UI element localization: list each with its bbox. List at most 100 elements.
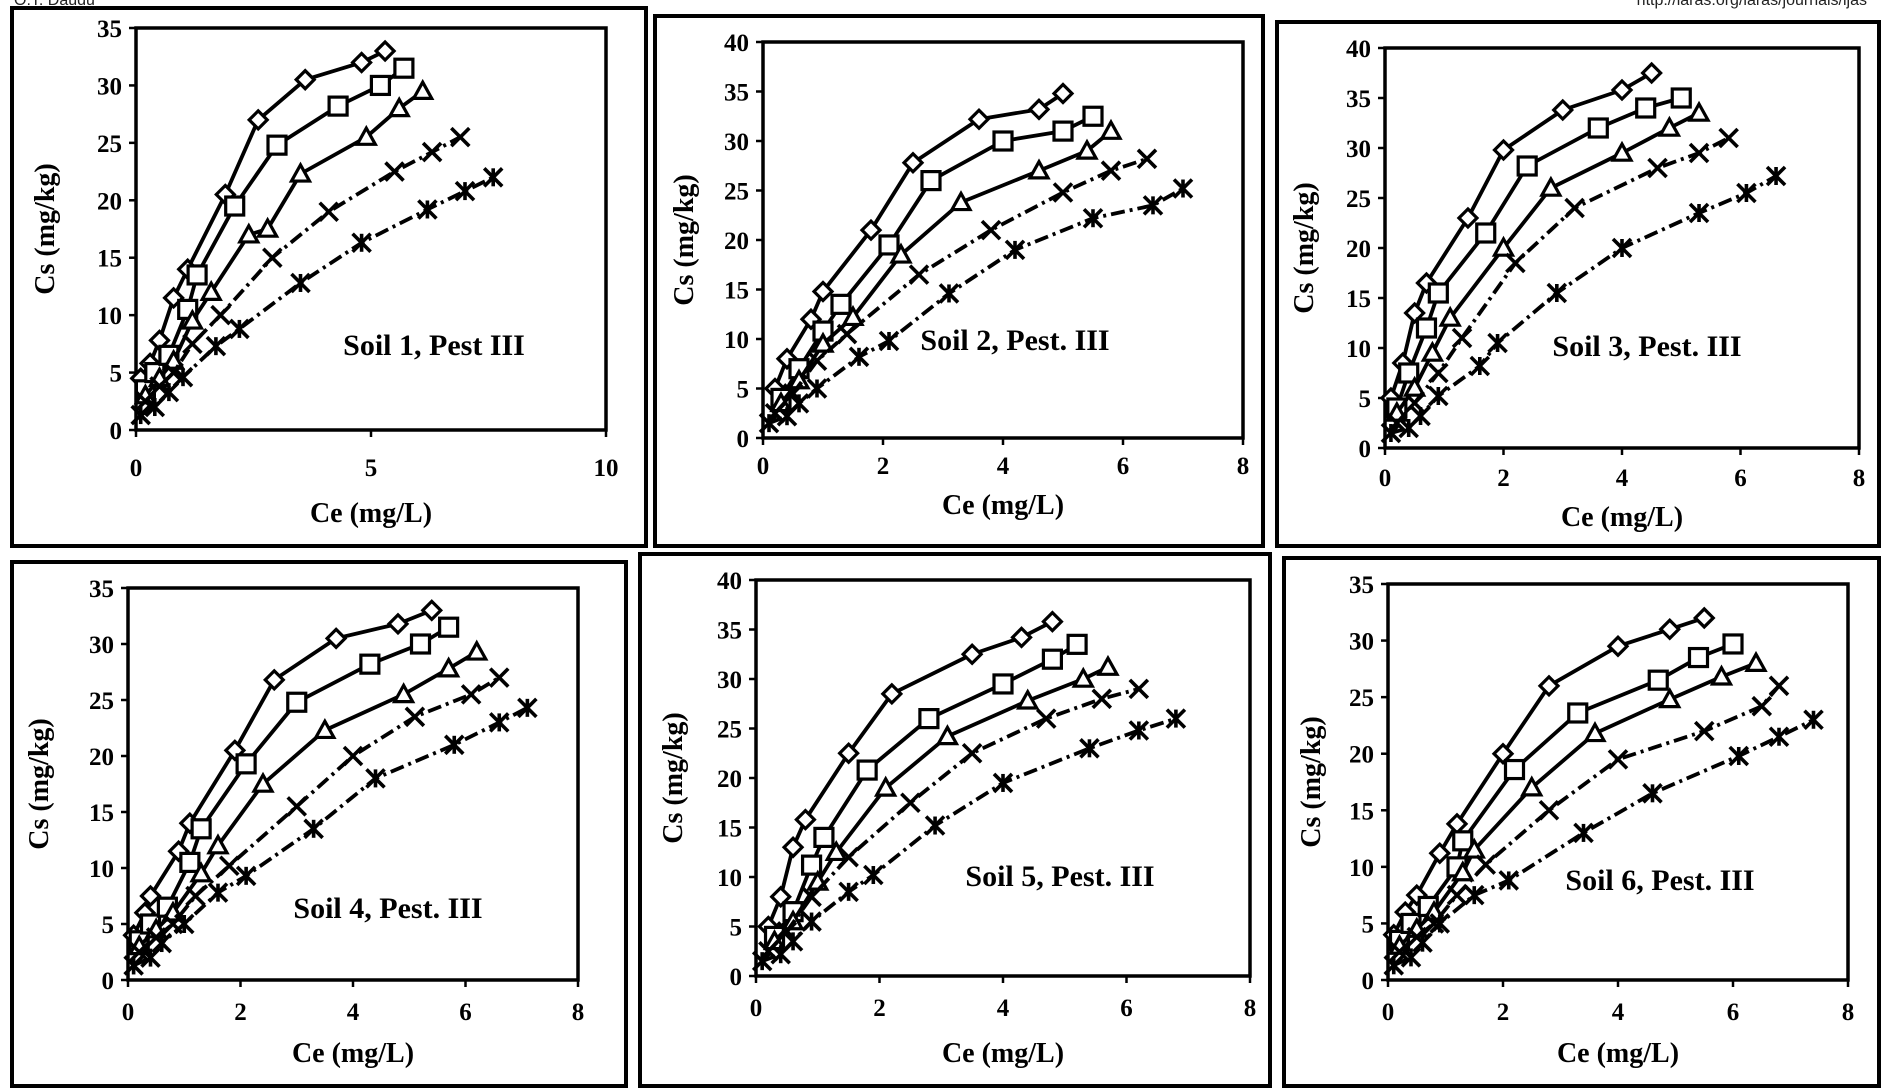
chart-panel-soil-3: 0 5 10 15 20 25 30 35 40 0 2 4 6 8 Ce (mg/L) Cs (mg/kg)… [1275,20,1881,548]
y-tick-label: 10 [97,303,122,330]
data-point-x [838,846,859,868]
data-point-asterisk [1463,884,1485,906]
series-triangle [1387,650,1768,955]
data-point-asterisk [838,881,859,903]
data-point-triangle [255,216,280,238]
data-point-square [813,826,835,848]
data-point-square [800,854,823,876]
data-point-diamond [1537,674,1561,698]
data-point-x [262,247,283,268]
data-point-x [1607,749,1629,770]
data-point-asterisk [878,330,900,352]
y-tick-label: 25 [1349,685,1374,712]
x-axis-label: Ce (mg/L) [942,1038,1064,1069]
series-diamond [1379,61,1663,410]
data-point-square [1587,117,1609,139]
data-point-square [992,673,1014,695]
y-axis-label: Cs (mg/kg) [1289,182,1320,313]
data-point-triangle [161,348,186,370]
y-tick-label: 20 [1346,236,1371,263]
data-point-diamond [1041,610,1064,633]
data-point-diamond [837,741,860,765]
data-point-asterisk [173,913,195,935]
y-tick-label: 35 [1349,572,1374,599]
data-point-x [450,126,471,148]
data-point-diamond [1551,98,1575,122]
data-point-square [920,170,942,192]
data-point-asterisk [1573,822,1594,844]
data-point-asterisk [140,947,161,968]
data-point-diamond [811,280,835,303]
chart-title: Soil 5, Pest. III [965,860,1154,893]
data-point-diamond [324,627,348,650]
data-point-x [460,684,482,705]
x-tick-label: 0 [122,999,135,1026]
x-tick-label: 8 [1244,995,1257,1022]
data-point-asterisk [1688,202,1710,224]
y-tick-label: 5 [102,912,115,939]
data-point-square [1687,646,1710,669]
data-point-x [836,323,858,345]
series-x [128,667,510,963]
data-point-asterisk [1498,870,1520,891]
data-point-square [1503,758,1526,781]
data-point-x [1136,148,1158,170]
data-point-square [830,293,852,315]
data-point-square [878,234,900,256]
chart-title: Soil 4, Pest. III [293,892,482,925]
data-point-asterisk [848,346,870,368]
series-x [758,678,1150,962]
data-point-asterisk [454,180,476,202]
data-point-asterisk [130,404,151,426]
data-point-square [1052,120,1074,142]
header-right-url: http://iaras.org/iaras/journals/ijas [1636,0,1867,9]
x-tick-label: 2 [1497,465,1510,492]
data-point-square [359,653,381,675]
y-tick-label: 35 [89,576,114,603]
data-point-triangle [1451,860,1475,882]
data-point-x [1647,157,1668,179]
chart-panel-soil-2: 0 5 10 15 20 25 30 35 40 0 2 4 6 8 Ce (mg/L) Cs (mg/kg)… [653,14,1265,548]
data-point-triangle [354,124,379,146]
data-point-asterisk [235,865,257,887]
data-point-asterisk [488,712,510,733]
data-point-asterisk [806,378,828,399]
data-point-x [961,742,983,764]
y-tick-label: 25 [89,688,114,715]
data-point-asterisk [1736,182,1757,204]
data-point-x [318,201,339,223]
data-point-triangle [1462,837,1486,859]
data-point-asterisk [151,932,173,954]
data-point-triangle [206,833,230,855]
chart-soil-4: 0 5 10 15 20 25 30 35 0 2 4 6 8 Ce (mg/L) Cs (mg/kg) So… [24,576,584,1069]
data-point-square [856,759,878,781]
data-point-asterisk [1728,745,1750,767]
y-tick-label: 15 [724,278,749,305]
data-point-diamond [262,668,286,692]
data-point-square [190,818,212,840]
data-point-diamond [293,68,317,91]
data-point-asterisk [1429,913,1451,934]
data-point-asterisk [1172,178,1194,199]
y-tick-label: 35 [717,618,742,645]
data-point-diamond [794,808,817,831]
y-tick-label: 25 [724,179,749,206]
data-point-x [1693,720,1715,742]
data-point-asterisk [1165,708,1187,729]
data-point-square [992,130,1014,152]
data-point-diamond [1610,78,1634,102]
data-point-x [1751,695,1773,717]
data-point-asterisk [290,272,311,294]
data-point-asterisk [1803,709,1824,731]
data-point-asterisk [1469,355,1491,377]
data-point-x [286,796,308,817]
y-tick-label: 0 [102,968,115,995]
data-point-x [342,745,364,767]
y-axis-label: Cs (mg/kg) [669,174,700,305]
x-tick-label: 0 [750,995,763,1022]
data-point-square [1722,633,1744,655]
x-tick-label: 4 [1616,465,1629,492]
x-tick-label: 8 [1842,999,1855,1026]
data-point-square [1635,97,1657,119]
data-point-square [286,691,308,713]
